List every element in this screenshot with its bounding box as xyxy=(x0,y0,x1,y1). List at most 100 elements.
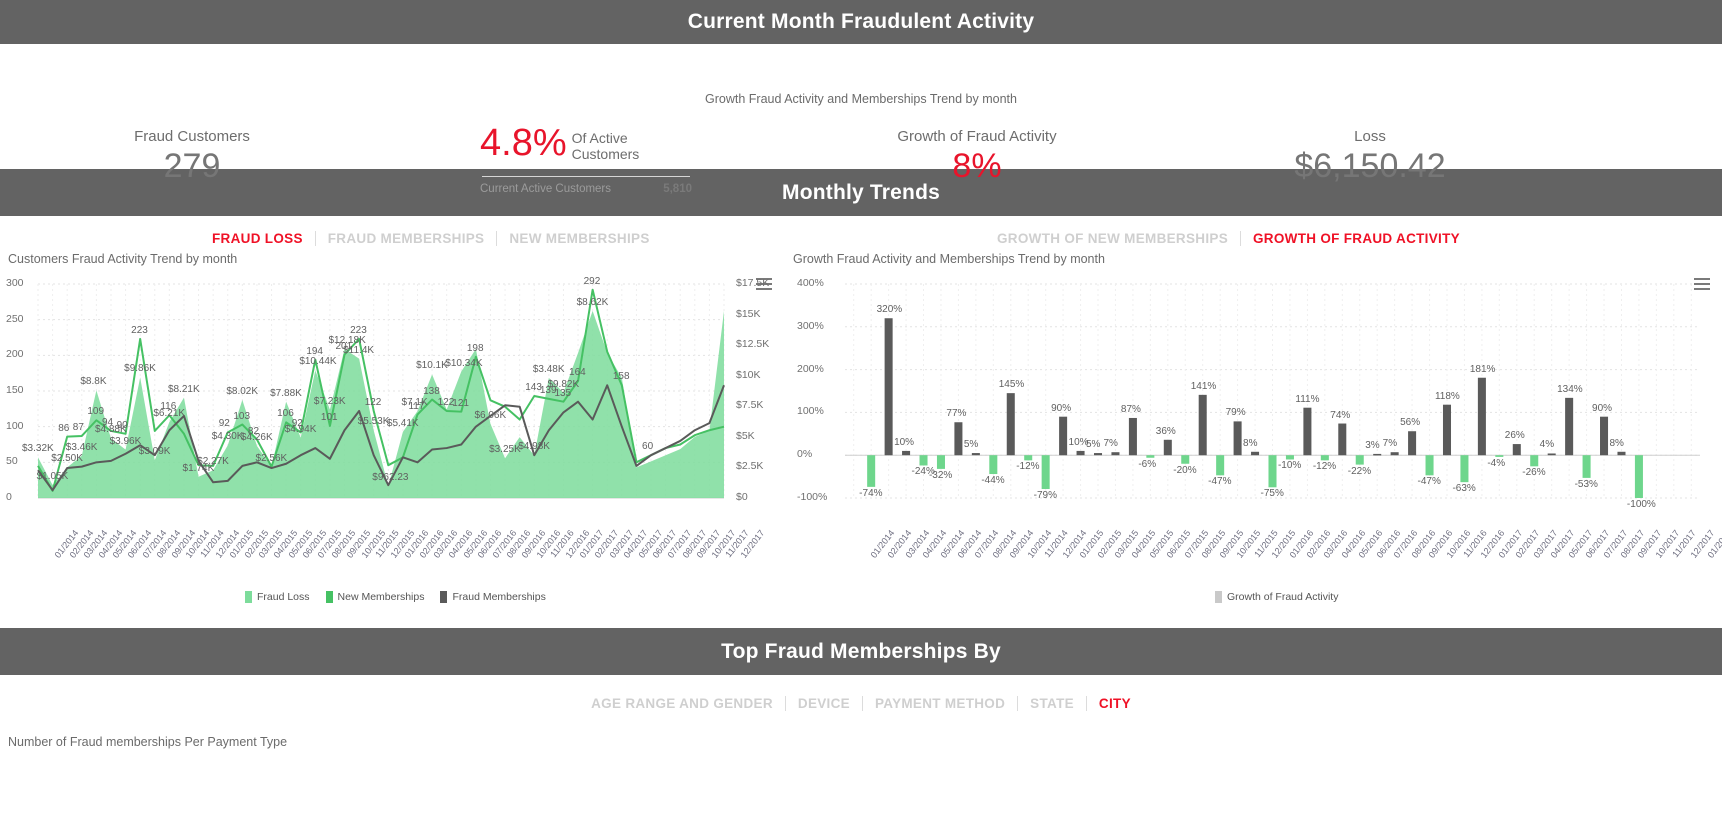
data-point-label: 198 xyxy=(466,342,484,354)
data-point-label: 139 xyxy=(539,384,557,396)
y-axis-tick: 100% xyxy=(797,405,824,418)
bar-label: -53% xyxy=(1574,478,1598,490)
bottom-panel: AGE RANGE AND GENDER DEVICE PAYMENT METHOD… xyxy=(0,675,1722,780)
loss-label: $7.23K xyxy=(313,395,346,407)
legend-swatch xyxy=(440,591,448,603)
tab-fraud-memberships[interactable]: FRAUD MEMBERSHIPS xyxy=(327,231,485,246)
tab-city[interactable]: CITY xyxy=(1098,696,1131,711)
loss-label: $4.98K xyxy=(518,441,550,453)
monthly-trends-title: Monthly Trends xyxy=(0,169,1722,216)
data-point-label: 201 xyxy=(335,340,353,352)
bar-label: 87% xyxy=(1120,403,1141,415)
loss-label: $2.27K xyxy=(197,456,229,468)
legend-item[interactable]: Fraud Memberships xyxy=(440,591,546,603)
y-axis-tick-right: $7.5K xyxy=(736,399,764,412)
data-point-label: 135 xyxy=(554,387,572,399)
loss-label: $8.8K xyxy=(80,376,107,388)
tab-separator xyxy=(1017,696,1019,711)
bar-label: 10% xyxy=(1068,436,1089,448)
right-chart-menu-icon[interactable] xyxy=(1694,278,1710,293)
bar-label: -79% xyxy=(1033,490,1058,501)
loss-label: $3.32K xyxy=(22,443,54,455)
bar-label: 181% xyxy=(1469,363,1496,375)
legend-item[interactable]: Fraud Loss xyxy=(245,591,310,603)
tab-new-memberships[interactable]: NEW MEMBERSHIPS xyxy=(509,231,650,246)
loss-label: $3.09K xyxy=(138,446,171,458)
y-axis-tick-left: 300 xyxy=(6,277,24,289)
tab-growth-of-new-memberships[interactable]: GROWTH OF NEW MEMBERSHIPS xyxy=(997,231,1228,246)
kpi-active-sub-value: 5,810 xyxy=(663,183,692,195)
kpi-loss-label: Loss xyxy=(1354,128,1386,145)
kpi-fraud-customers-label: Fraud Customers xyxy=(134,128,250,145)
data-point-label: 106 xyxy=(277,408,294,420)
tab-separator xyxy=(861,696,863,711)
data-point-label: 60 xyxy=(642,441,654,453)
left-chart-menu-icon[interactable] xyxy=(756,278,772,293)
tab-device[interactable]: DEVICE xyxy=(797,696,850,711)
bar-label: 56% xyxy=(1400,417,1421,429)
loss-label: $8.21K xyxy=(167,383,200,395)
bar-label: 7% xyxy=(1103,438,1118,450)
tab-state[interactable]: STATE xyxy=(1030,696,1074,711)
kpi-growth-fraud: Growth of Fraud Activity 8% xyxy=(877,128,1077,188)
bar-label: -63% xyxy=(1452,483,1476,495)
y-axis-tick: 0% xyxy=(797,448,813,461)
right-chart-subtitle: Growth Fraud Activity and Memberships Tr… xyxy=(793,252,1105,266)
bottom-subtitle: Number of Fraud memberships Per Payment … xyxy=(8,735,288,749)
loss-label: $11.4K xyxy=(343,344,375,356)
kpi-fraud-customers: Fraud Customers 279 xyxy=(92,128,292,188)
legend-swatch xyxy=(1215,591,1222,603)
tab-payment-method[interactable]: PAYMENT METHOD xyxy=(874,696,1006,711)
bar-label: 5% xyxy=(963,439,979,451)
top-fraud-memberships-title: Top Fraud Memberships By xyxy=(0,628,1722,675)
loss-label: $1.74K xyxy=(182,462,215,474)
y-axis-tick-left: 150 xyxy=(6,384,24,396)
loss-label: $5.41K xyxy=(386,417,419,429)
data-point-label: 87 xyxy=(72,421,84,433)
bar-label: 90% xyxy=(1592,402,1613,414)
loss-label: $4.26K xyxy=(240,431,273,443)
loss-label: $6.06K xyxy=(474,409,507,421)
loss-label: $4.94K xyxy=(284,423,317,435)
loss-label: $10.34K xyxy=(445,357,483,369)
right-chart-svg xyxy=(845,283,1700,499)
loss-label: $10.1K xyxy=(416,360,448,372)
loss-label: $7.1K xyxy=(401,397,428,409)
bar-label: 74% xyxy=(1330,409,1351,421)
kpi-strip: Growth Fraud Activity and Memberships Tr… xyxy=(0,44,1722,195)
bar-label: -4% xyxy=(1487,457,1506,469)
y-axis-tick: 300% xyxy=(797,319,824,332)
y-axis-tick: 400% xyxy=(797,277,824,289)
y-axis-tick-right: $2.5K xyxy=(736,460,764,473)
bar-label: 77% xyxy=(946,408,967,420)
legend-swatch xyxy=(325,591,333,603)
bar-label: -10% xyxy=(1277,460,1302,472)
y-axis-tick-right: $5K xyxy=(736,429,755,442)
tab-separator xyxy=(784,696,786,711)
y-axis-tick-right: $17.5K xyxy=(736,277,770,289)
legend-swatch xyxy=(245,591,252,603)
tab-fraud-loss[interactable]: FRAUD LOSS xyxy=(212,231,303,246)
loss-label: $962.23 xyxy=(372,472,409,484)
bar-label: 4% xyxy=(1539,439,1555,451)
bar-label: -100% xyxy=(1626,499,1656,510)
legend-label: Growth of Fraud Activity xyxy=(1227,591,1339,603)
tab-age-range-and-gender[interactable]: AGE RANGE AND GENDER xyxy=(591,696,773,711)
bar-label: 111% xyxy=(1295,393,1320,405)
tab-growth-of-fraud-activity[interactable]: GROWTH OF FRAUD ACTIVITY xyxy=(1253,231,1460,246)
data-point-label: 109 xyxy=(87,406,105,418)
kpi-loss: Loss $6,150.42 xyxy=(1270,128,1470,188)
loss-label: $7.88K xyxy=(270,387,302,399)
bar-label: 8% xyxy=(1243,437,1258,449)
legend-item[interactable]: New Memberships xyxy=(325,591,424,603)
y-axis-tick-right: $15K xyxy=(736,307,761,320)
y-axis-tick-right: $0 xyxy=(736,491,748,503)
data-point-label: 94 xyxy=(101,416,114,428)
loss-label: $4.30K xyxy=(211,431,244,443)
tab-separator xyxy=(1085,696,1087,711)
data-point-label: 116 xyxy=(160,401,177,413)
loss-label: $3.48K xyxy=(532,363,565,375)
bar-label: 320% xyxy=(876,304,903,316)
legend-item[interactable]: Growth of Fraud Activity xyxy=(1215,591,1338,603)
data-point-label: 223 xyxy=(131,324,148,336)
